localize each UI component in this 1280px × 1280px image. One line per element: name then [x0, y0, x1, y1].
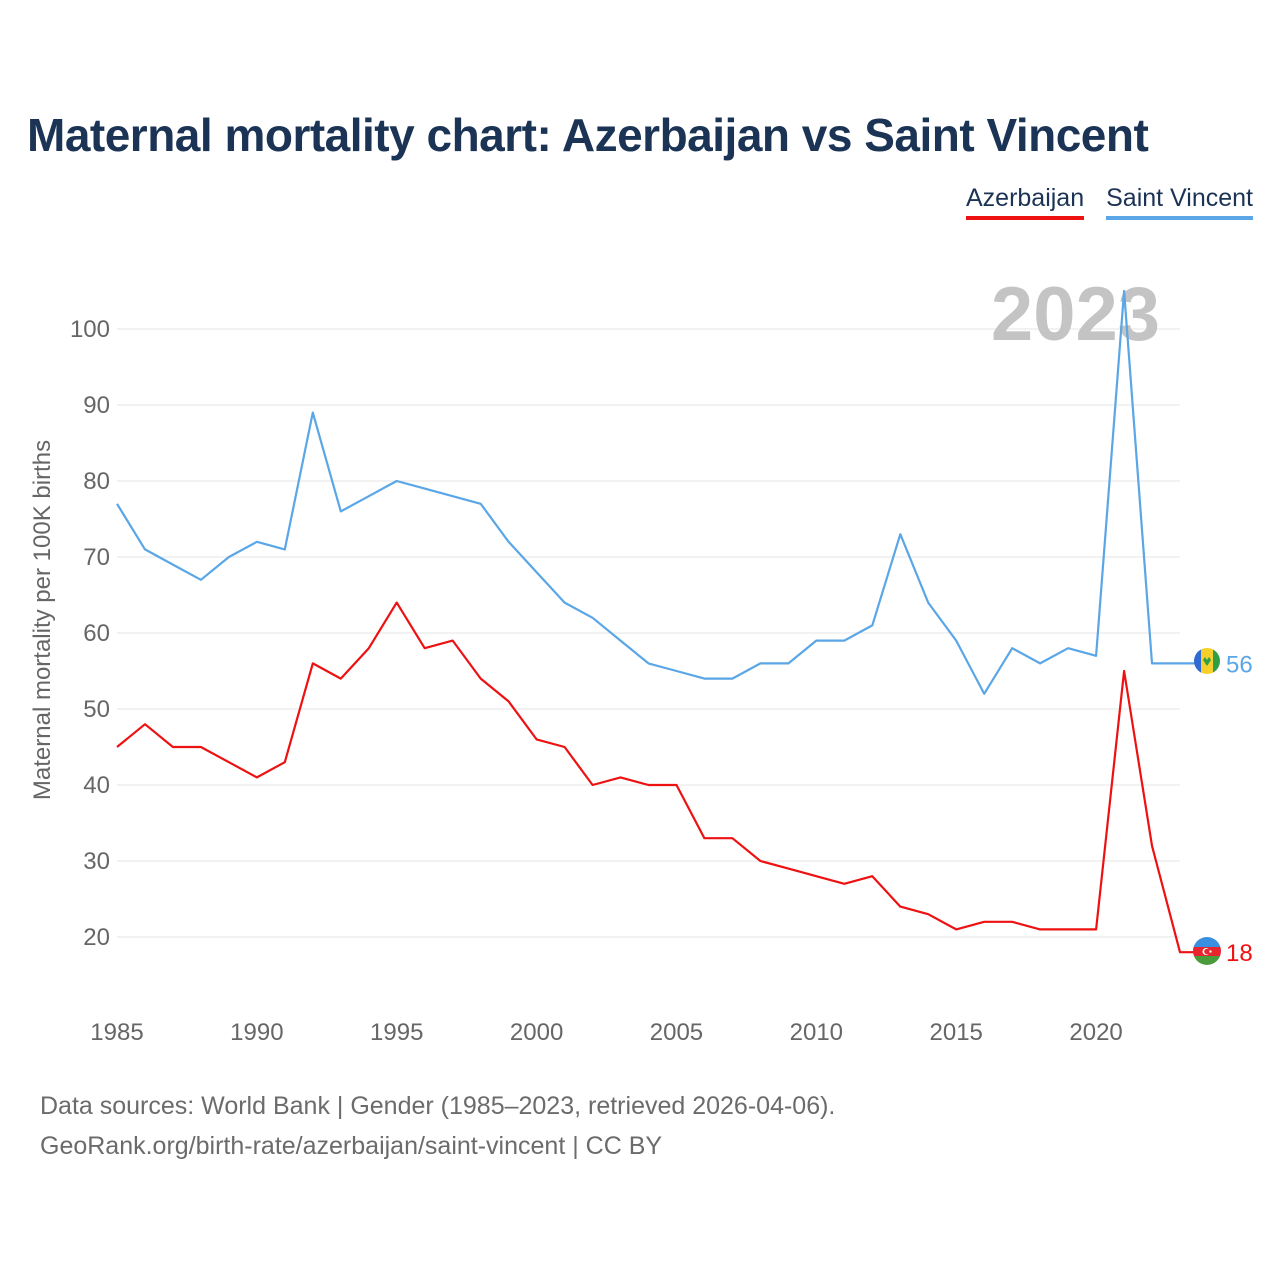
y-tick-label: 50: [83, 696, 110, 723]
y-axis-ticks: 20 30 40 50 60 70 80 90 100: [70, 316, 110, 951]
footer: Data sources: World Bank | Gender (1985–…: [40, 1086, 835, 1166]
x-tick-label: 1990: [230, 1019, 283, 1046]
x-tick-label: 1985: [90, 1019, 143, 1046]
y-tick-label: 70: [83, 544, 110, 571]
year-watermark: 2023: [991, 272, 1160, 357]
end-label-azerbaijan: 18: [1226, 940, 1253, 967]
legend-item-azerbaijan[interactable]: Azerbaijan: [965, 184, 1085, 220]
legend-item-saint-vincent[interactable]: Saint Vincent: [1106, 184, 1253, 220]
y-axis-label: Maternal mortality per 100K births: [29, 440, 56, 800]
y-tick-label: 100: [70, 316, 110, 343]
y-tick-label: 90: [83, 392, 110, 419]
grid-lines: [117, 328, 1180, 938]
x-tick-label: 2020: [1069, 1019, 1122, 1046]
chart-title: Maternal mortality chart: Azerbaijan vs …: [27, 109, 1149, 161]
series-lines: [116, 289, 1195, 954]
y-tick-label: 40: [83, 772, 110, 799]
x-axis-ticks: 1985 1990 1995 2000 2005 2010 2015 2020: [90, 1019, 1122, 1046]
x-tick-label: 2010: [790, 1019, 843, 1046]
saint-vincent-flag-icon: [1194, 648, 1220, 674]
x-tick-label: 2005: [650, 1019, 703, 1046]
footer-link[interactable]: GeoRank.org/birth-rate/azerbaijan/saint-…: [40, 1132, 663, 1160]
legend: Azerbaijan Saint Vincent: [965, 184, 1253, 220]
series-line-azerbaijan: [116, 601, 1195, 954]
x-tick-label: 2000: [510, 1019, 563, 1046]
y-tick-label: 30: [83, 848, 110, 875]
azerbaijan-flag-icon: [1193, 937, 1221, 965]
x-tick-label: 1995: [370, 1019, 423, 1046]
end-label-saint-vincent: 56: [1226, 651, 1253, 678]
footer-source: Data sources: World Bank | Gender (1985–…: [40, 1092, 836, 1120]
y-tick-label: 60: [83, 620, 110, 647]
series-line-saint-vincent: [116, 289, 1195, 695]
y-tick-label: 20: [83, 924, 110, 951]
end-markers: [1193, 648, 1221, 965]
y-tick-label: 80: [83, 468, 110, 495]
x-tick-label: 2015: [930, 1019, 983, 1046]
